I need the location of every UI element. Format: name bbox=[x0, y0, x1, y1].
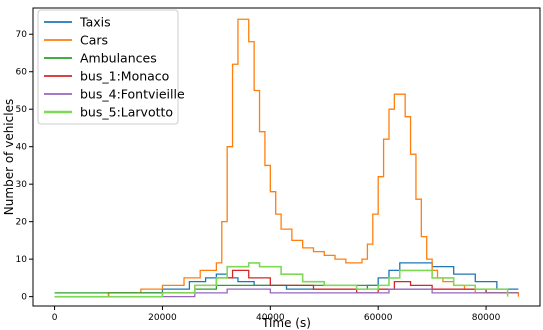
x-axis-label: Time (s) bbox=[261, 316, 311, 330]
legend-label: bus_4:Fontvieille bbox=[80, 87, 185, 102]
legend-frame bbox=[37, 9, 179, 125]
series-layer bbox=[54, 18, 520, 298]
legend-label: Ambulances bbox=[80, 51, 157, 66]
axes-layer: 0 20000 40000 60000 80000 0 10 20 30 40 50 60 70 bbox=[16, 7, 541, 323]
y-tick-label: 10 bbox=[16, 255, 28, 265]
y-tick-label: 70 bbox=[16, 30, 28, 40]
y-tick-label: 50 bbox=[16, 105, 28, 115]
x-tick-label: 0 bbox=[52, 313, 58, 323]
legend-label: bus_1:Monaco bbox=[80, 69, 169, 84]
y-tick-label: 20 bbox=[16, 218, 28, 228]
y-tick-label: 30 bbox=[16, 180, 28, 190]
x-tick-label: 60000 bbox=[364, 313, 393, 323]
series-line-cars bbox=[54, 18, 520, 298]
x-tick-label: 20000 bbox=[148, 313, 177, 323]
series-line-taxis bbox=[54, 262, 519, 298]
plot-frame bbox=[32, 7, 541, 307]
x-tick-label: 40000 bbox=[256, 313, 285, 323]
legend-label: Taxis bbox=[79, 15, 111, 30]
series-line-bus-4-fontvieille bbox=[54, 288, 519, 298]
y-tick-label: 40 bbox=[16, 143, 28, 153]
legend: Taxis Cars Ambulances bus_1:Monaco bus_4:Fon… bbox=[37, 9, 185, 125]
series-line-bus-5-larvotto bbox=[54, 262, 509, 298]
y-tick-label: 60 bbox=[16, 68, 28, 78]
x-tick-label: 80000 bbox=[472, 313, 501, 323]
legend-label: bus_5:Larvotto bbox=[80, 105, 173, 120]
y-axis-label: Number of vehicles bbox=[2, 99, 16, 215]
y-tick-label: 0 bbox=[21, 293, 27, 303]
legend-label: Cars bbox=[80, 33, 108, 48]
